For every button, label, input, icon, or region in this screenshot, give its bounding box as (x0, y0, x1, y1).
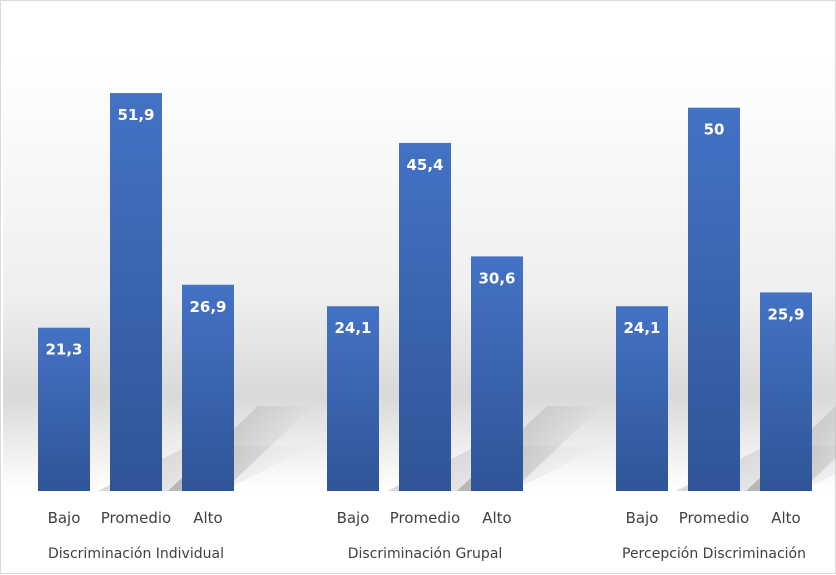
group-label: Percepción Discriminación (622, 546, 806, 562)
group-label: Discriminación Grupal (348, 546, 503, 562)
data-label: 25,9 (767, 305, 804, 323)
data-label: 24,1 (334, 319, 371, 337)
bar-alto (182, 284, 234, 491)
data-label: 26,9 (189, 298, 226, 316)
bar-bajo (616, 306, 668, 491)
x-tick-label: Promedio (390, 509, 461, 527)
x-tick-label: Promedio (679, 509, 750, 527)
x-tick-label: Bajo (626, 509, 659, 527)
x-tick-label: Bajo (337, 509, 370, 527)
x-tick-label: Alto (482, 509, 512, 527)
data-label: 21,3 (45, 341, 82, 359)
bar-promedio (688, 107, 740, 492)
data-label: 51,9 (117, 106, 154, 124)
data-label: 24,1 (623, 319, 660, 337)
x-tick-label: Promedio (101, 509, 172, 527)
x-tick-label: Alto (193, 509, 223, 527)
bar-bajo (327, 306, 379, 491)
labels: 21,3 Bajo 51,9 Promedio 26,9 Alto Discriminaci… (45, 106, 806, 562)
bars (38, 93, 812, 492)
bar-alto (471, 256, 523, 491)
data-label: 50 (704, 121, 725, 139)
group-label: Discriminación Individual (48, 546, 224, 562)
data-label: 30,6 (478, 269, 515, 287)
x-tick-label: Alto (771, 509, 801, 527)
bar-bajo (38, 327, 90, 491)
bar-alto (760, 292, 812, 491)
bar-promedio (399, 142, 451, 491)
x-tick-label: Bajo (48, 509, 81, 527)
data-label: 45,4 (406, 156, 443, 174)
bar-promedio (110, 93, 162, 491)
